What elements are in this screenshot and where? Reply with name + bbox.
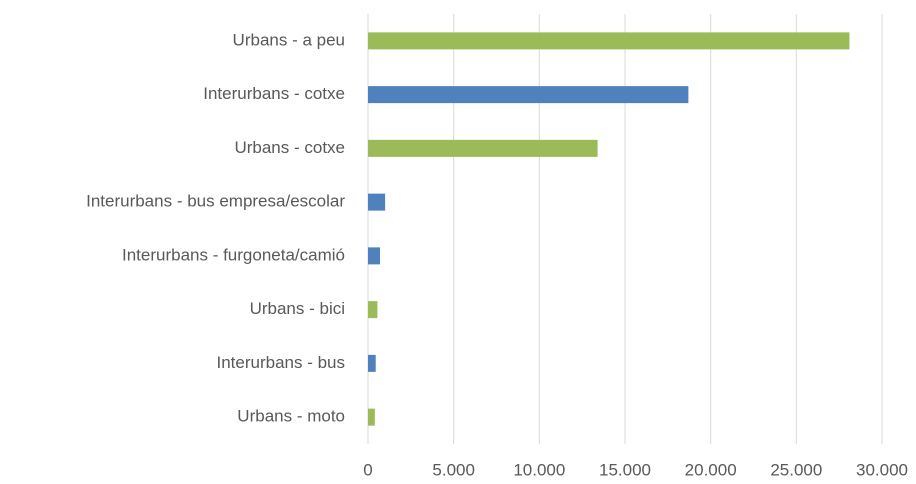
bar	[368, 301, 378, 319]
x-tick-label: 10.000	[513, 460, 565, 479]
y-tick-label: Interurbans - bus	[216, 353, 345, 372]
x-tick-label: 30.000	[856, 460, 908, 479]
bar	[368, 354, 376, 372]
y-tick-label: Interurbans - bus empresa/escolar	[86, 192, 345, 211]
x-tick-label: 5.000	[432, 460, 475, 479]
bar	[368, 193, 386, 211]
y-tick-label: Urbans - cotxe	[234, 138, 345, 157]
y-tick-label: Urbans - bici	[250, 299, 345, 318]
bar	[368, 32, 850, 50]
bar	[368, 86, 689, 104]
y-tick-label: Urbans - a peu	[233, 30, 345, 49]
x-tick-label: 0	[363, 460, 372, 479]
y-tick-label: Interurbans - cotxe	[203, 84, 345, 103]
y-tick-label: Urbans - moto	[237, 407, 345, 426]
x-tick-label: 25.000	[770, 460, 822, 479]
y-tick-label: Interurbans - furgoneta/camió	[122, 245, 345, 264]
bar	[368, 139, 598, 157]
x-tick-label: 20.000	[685, 460, 737, 479]
bar	[368, 408, 375, 426]
x-tick-label: 15.000	[599, 460, 651, 479]
bar	[368, 247, 380, 265]
